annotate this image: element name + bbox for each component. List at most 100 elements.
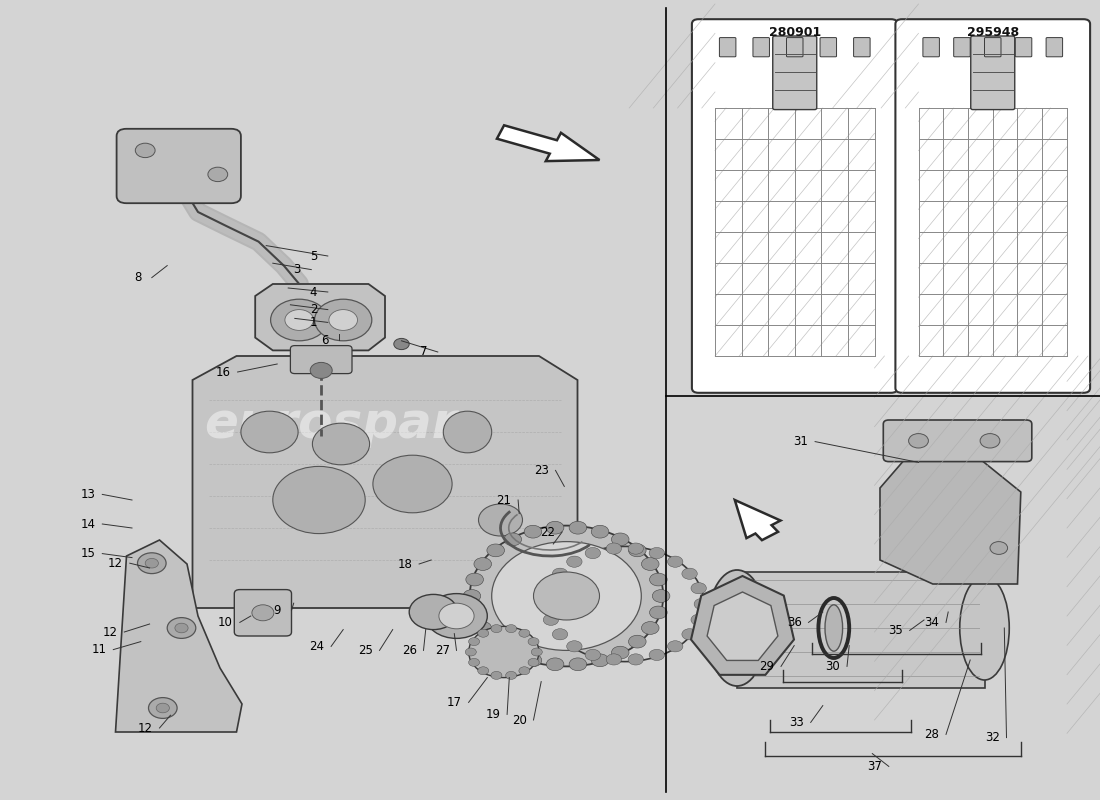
Circle shape: [591, 526, 608, 538]
Circle shape: [175, 623, 188, 633]
Circle shape: [469, 638, 480, 646]
Ellipse shape: [312, 423, 370, 465]
Circle shape: [547, 658, 564, 670]
FancyBboxPatch shape: [719, 38, 736, 57]
Text: 17: 17: [447, 696, 462, 709]
Circle shape: [167, 618, 196, 638]
Circle shape: [465, 573, 483, 586]
Circle shape: [135, 143, 155, 158]
Circle shape: [491, 625, 502, 633]
FancyBboxPatch shape: [752, 38, 770, 57]
Circle shape: [569, 522, 586, 534]
Circle shape: [506, 671, 517, 679]
Circle shape: [641, 622, 659, 634]
Text: 280901: 280901: [769, 26, 821, 38]
Circle shape: [980, 434, 1000, 448]
Circle shape: [531, 648, 542, 656]
Circle shape: [691, 582, 706, 594]
Circle shape: [543, 582, 559, 594]
FancyBboxPatch shape: [954, 38, 970, 57]
Circle shape: [506, 625, 517, 633]
Circle shape: [606, 654, 621, 665]
Circle shape: [628, 635, 646, 648]
Circle shape: [470, 526, 663, 666]
Polygon shape: [116, 540, 242, 732]
FancyBboxPatch shape: [854, 38, 870, 57]
Circle shape: [566, 556, 582, 567]
Circle shape: [569, 658, 586, 670]
Circle shape: [525, 526, 542, 538]
Text: 9: 9: [274, 604, 280, 617]
Text: 34: 34: [924, 616, 939, 629]
Text: 295948: 295948: [967, 26, 1019, 38]
Text: 26: 26: [402, 644, 417, 657]
Text: 22: 22: [540, 526, 556, 538]
Ellipse shape: [825, 605, 843, 651]
Text: 8: 8: [134, 271, 141, 284]
Circle shape: [148, 698, 177, 718]
Circle shape: [612, 533, 629, 546]
Circle shape: [652, 590, 670, 602]
Circle shape: [628, 544, 646, 557]
Ellipse shape: [426, 594, 487, 638]
Circle shape: [138, 553, 166, 574]
FancyBboxPatch shape: [1015, 38, 1032, 57]
Text: 19: 19: [485, 708, 501, 721]
Ellipse shape: [241, 411, 298, 453]
Circle shape: [628, 654, 643, 665]
Circle shape: [474, 622, 492, 634]
Text: 27: 27: [434, 644, 450, 657]
FancyBboxPatch shape: [290, 346, 352, 374]
Circle shape: [585, 547, 601, 558]
Polygon shape: [880, 460, 1021, 584]
Text: 2: 2: [310, 303, 317, 316]
Text: 12: 12: [138, 722, 153, 734]
Circle shape: [540, 598, 556, 610]
Ellipse shape: [706, 570, 768, 686]
Circle shape: [504, 533, 521, 546]
FancyBboxPatch shape: [821, 38, 837, 57]
Circle shape: [477, 666, 488, 674]
Text: 23: 23: [534, 464, 549, 477]
Polygon shape: [255, 284, 385, 350]
Polygon shape: [707, 592, 778, 661]
Circle shape: [252, 605, 274, 621]
Polygon shape: [737, 572, 984, 688]
Circle shape: [682, 629, 697, 640]
Text: 7: 7: [420, 346, 427, 358]
Circle shape: [315, 299, 372, 341]
Text: 4: 4: [310, 286, 317, 298]
Text: 16: 16: [216, 366, 231, 378]
Text: 32: 32: [984, 731, 1000, 744]
Circle shape: [465, 606, 483, 619]
Ellipse shape: [959, 576, 1010, 680]
Text: 18: 18: [397, 558, 412, 570]
Text: 3: 3: [294, 263, 300, 276]
Circle shape: [469, 626, 539, 678]
Polygon shape: [691, 576, 794, 675]
Text: 15: 15: [80, 547, 96, 560]
Circle shape: [990, 542, 1008, 554]
Text: 28: 28: [924, 728, 939, 741]
Circle shape: [477, 630, 488, 638]
Circle shape: [649, 650, 664, 661]
Circle shape: [668, 556, 683, 567]
FancyBboxPatch shape: [786, 38, 803, 57]
Text: 33: 33: [789, 716, 804, 729]
Circle shape: [271, 299, 328, 341]
Text: 12: 12: [108, 557, 123, 570]
Circle shape: [606, 543, 621, 554]
Circle shape: [519, 630, 530, 638]
Circle shape: [465, 648, 476, 656]
Ellipse shape: [478, 504, 522, 536]
Text: 31: 31: [793, 435, 808, 448]
Circle shape: [487, 544, 505, 557]
Circle shape: [650, 606, 668, 619]
Circle shape: [585, 650, 601, 661]
FancyBboxPatch shape: [883, 420, 1032, 462]
Circle shape: [591, 654, 608, 666]
Text: eurospar: eurospar: [204, 400, 456, 448]
Circle shape: [492, 542, 641, 650]
Circle shape: [156, 703, 169, 713]
FancyBboxPatch shape: [970, 36, 1014, 110]
